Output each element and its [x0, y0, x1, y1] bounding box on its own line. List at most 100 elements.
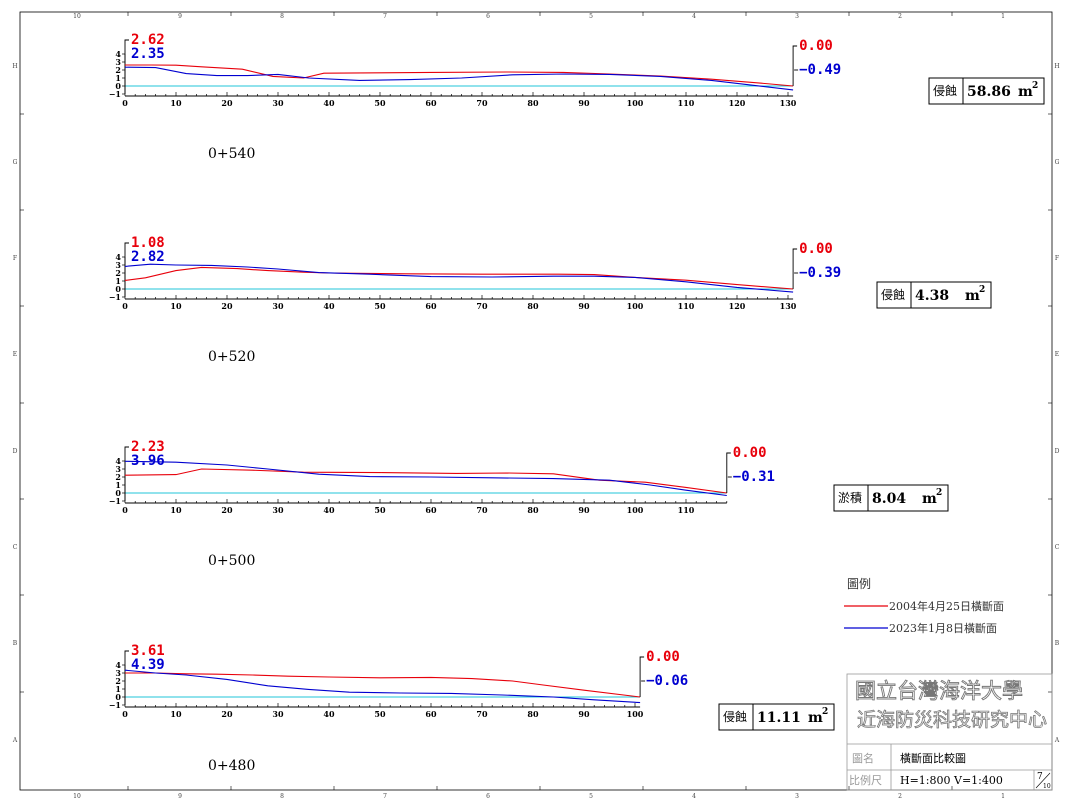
right-label-bracket: [639, 656, 645, 697]
area-change-box: 侵蝕 4.38 m 2: [876, 281, 992, 309]
y-tick-label: 0: [115, 488, 121, 498]
legend-item-2004: 2004年4月25日橫斷面: [889, 599, 1004, 613]
x-tick-label: 90: [578, 709, 590, 719]
right-label-bracket: [792, 248, 798, 289]
border-bottom-number: 7: [383, 793, 387, 800]
left-elevation-2023: 2.35: [131, 46, 165, 62]
scale-value: H=1:800 V=1:400: [900, 774, 1003, 787]
profile-line-2023: [124, 66, 794, 91]
border-top-number: 8: [280, 13, 284, 20]
x-tick-label: 90: [578, 505, 590, 515]
y-tick-label: −1: [109, 292, 121, 302]
area-change-box: 淤積 8.04 m 2: [833, 484, 949, 512]
drawing-name-value: 橫斷面比較圖: [900, 751, 966, 765]
y-tick-label: 4: [115, 49, 121, 59]
border-side-letter: E: [1055, 351, 1059, 358]
border-bottom-number: 2: [898, 793, 902, 800]
y-tick-label: 1: [115, 276, 121, 286]
left-elevation-2004: 2.23: [131, 439, 165, 455]
legend-item-2023: 2023年1月8日橫斷面: [889, 621, 997, 635]
area-unit: m: [965, 288, 980, 304]
area-box-frame: [833, 484, 949, 512]
border-side-letter: H: [12, 63, 17, 70]
right-elevation-2004: 0.00: [799, 38, 833, 54]
border-top-number: 9: [178, 13, 182, 20]
x-tick-label: 130: [780, 301, 797, 311]
x-tick-label: 50: [374, 98, 386, 108]
station-label: 0+480: [208, 758, 255, 774]
border-bottom-number: 6: [486, 793, 490, 800]
x-tick-label: 60: [425, 301, 437, 311]
border-top-number: 3: [795, 13, 799, 20]
research-center-name: 近海防災科技研究中心: [857, 709, 1047, 731]
x-tick-label: 10: [170, 505, 182, 515]
border-top-number: 6: [486, 13, 490, 20]
y-tick-label: 4: [115, 252, 121, 262]
station-label: 0+500: [208, 553, 255, 569]
x-tick-label: 60: [425, 709, 437, 719]
y-tick-label: 2: [115, 472, 121, 482]
y-tick-label: 0: [115, 284, 121, 294]
right-label-bracket: [792, 45, 798, 86]
area-box-frame: [928, 77, 1045, 105]
sheet-frame: [19, 11, 1053, 791]
y-tick-label: −1: [109, 496, 121, 506]
border-side-letter: A: [12, 737, 18, 744]
institution-name: 國立台灣海洋大學: [855, 679, 1023, 703]
border-bottom-number: 1: [1001, 793, 1005, 800]
area-change-value: 11.11: [757, 710, 801, 726]
border-bottom-number: 4: [692, 793, 696, 800]
legend: 圖例 2004年4月25日橫斷面 2023年1月8日橫斷面: [844, 577, 1004, 635]
left-label-bracket: [124, 650, 129, 665]
left-elevation-2004: 1.08: [131, 235, 165, 251]
border-bottom-number: 9: [178, 793, 182, 800]
x-tick-label: 0: [122, 709, 128, 719]
x-tick-label: 40: [323, 709, 335, 719]
area-change-type: 侵蝕: [723, 709, 747, 724]
x-tick-label: 60: [425, 98, 437, 108]
x-tick-label: 20: [221, 98, 233, 108]
border-side-letter: D: [13, 448, 18, 455]
y-tick-label: 3: [115, 260, 121, 270]
y-tick-label: 4: [115, 456, 121, 466]
right-elevation-2004: 0.00: [733, 445, 767, 461]
x-tick-label: 80: [527, 301, 539, 311]
y-tick-label: 2: [115, 65, 121, 75]
sheet-number-slash: [1035, 772, 1051, 789]
y-tick-label: 2: [115, 268, 121, 278]
y-tick-label: 0: [115, 692, 121, 702]
area-change-value: 58.86: [967, 84, 1011, 100]
x-tick-label: 80: [527, 709, 539, 719]
y-tick-label: 1: [115, 684, 121, 694]
profile-line-2004: [124, 468, 727, 494]
x-tick-label: 10: [170, 709, 182, 719]
border-side-letter: F: [1055, 255, 1059, 262]
sheet-total: 10: [1043, 783, 1051, 790]
x-tick-label: 70: [476, 98, 488, 108]
x-tick-label: 80: [527, 98, 539, 108]
scale-key: 比例尺: [849, 773, 882, 787]
area-unit: m: [808, 710, 823, 726]
border-bottom-number: 5: [589, 793, 593, 800]
left-elevation-2023: 3.96: [131, 453, 165, 469]
border-top-number: 7: [383, 13, 387, 20]
x-tick-label: 70: [476, 301, 488, 311]
left-elevation-2004: 2.62: [131, 32, 165, 48]
border-top-number: 1: [1001, 13, 1005, 20]
y-tick-label: 2: [115, 676, 121, 686]
y-tick-label: −1: [109, 700, 121, 710]
x-tick-label: 20: [221, 505, 233, 515]
y-tick-label: −1: [109, 89, 121, 99]
right-elevation-2004: 0.00: [799, 241, 833, 257]
y-tick-label: 3: [115, 668, 121, 678]
left-label-bracket: [124, 242, 129, 257]
x-tick-label: 10: [170, 301, 182, 311]
area-box-frame: [876, 281, 992, 309]
x-tick-label: 40: [323, 505, 335, 515]
x-tick-label: 130: [780, 98, 797, 108]
area-change-type: 侵蝕: [933, 83, 957, 98]
x-tick-label: 90: [578, 98, 590, 108]
